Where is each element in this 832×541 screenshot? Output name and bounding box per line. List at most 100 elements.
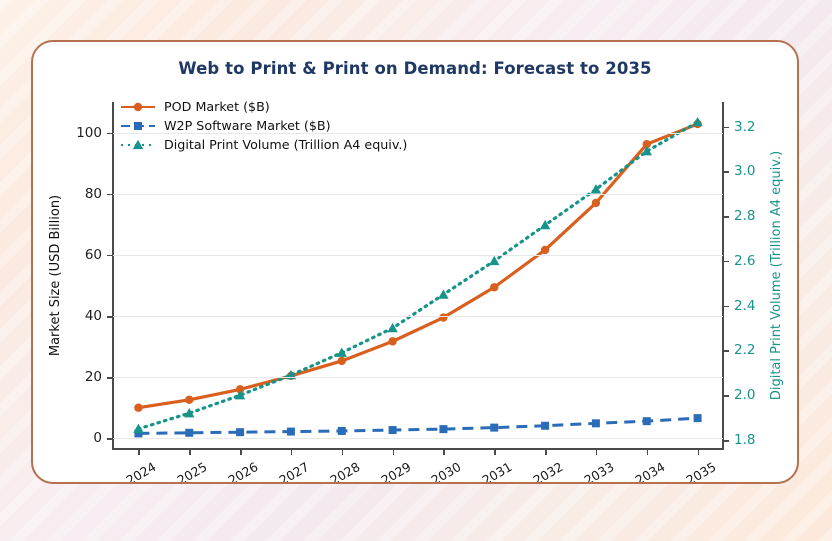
x-axis-tick-label: 2024	[123, 459, 159, 484]
y-axis-left-tick-label: 60	[84, 246, 102, 263]
legend-item[interactable]: W2P Software Market ($B)	[121, 116, 407, 135]
data-point-marker	[133, 102, 143, 111]
y-axis-right-tick	[724, 260, 729, 263]
x-axis-tick	[443, 449, 445, 455]
data-point-marker	[642, 417, 651, 426]
data-point-marker	[185, 395, 194, 404]
legend-swatch	[121, 100, 155, 114]
x-axis-tick	[595, 449, 598, 455]
x-axis-tick	[697, 449, 700, 455]
y-axis-left-tick-label: 80	[84, 185, 102, 202]
data-point-marker	[133, 423, 144, 434]
chart-legend: POD Market ($B) W2P Software Market ($B) D…	[121, 97, 407, 154]
data-point-marker	[286, 427, 295, 436]
series-line	[138, 122, 699, 410]
data-point-marker	[490, 283, 499, 292]
data-point-marker	[439, 425, 448, 434]
data-point-marker	[235, 385, 245, 394]
y-axis-right-tick-label: 3.0	[734, 163, 756, 180]
legend-swatch	[121, 119, 155, 133]
legend-marker-circle-icon	[133, 102, 143, 111]
y-axis-right-tick-label: 1.8	[734, 432, 756, 449]
y-axis-left-tick	[107, 438, 112, 440]
x-axis-tick	[189, 449, 191, 455]
data-point-marker	[540, 245, 550, 255]
x-axis-tick-label: 2029	[378, 459, 414, 484]
y-axis-left-tick	[107, 377, 112, 379]
y-axis-left-title: Market Size (USD Billion)	[46, 102, 66, 449]
y-axis-right-tick-label: 2.8	[734, 208, 756, 225]
data-point-marker	[692, 116, 703, 127]
data-point-marker	[337, 426, 346, 435]
x-axis-tick	[138, 449, 140, 455]
series-line	[136, 120, 700, 431]
legend-label: W2P Software Market ($B)	[164, 118, 331, 133]
x-axis-tick-label: 2033	[581, 459, 617, 484]
legend-label: POD Market ($B)	[164, 99, 270, 114]
data-point-marker	[388, 426, 397, 435]
data-point-marker	[134, 403, 143, 412]
data-point-marker	[539, 219, 551, 230]
data-point-marker	[591, 419, 600, 428]
data-point-marker	[439, 313, 448, 322]
data-point-marker	[489, 255, 500, 266]
gridline	[113, 193, 723, 195]
x-axis-tick-label: 2027	[276, 459, 312, 484]
y-axis-right-tick-label: 2.6	[734, 252, 756, 269]
y-axis-right-tick	[724, 126, 729, 129]
data-point-marker	[336, 347, 347, 357]
y-axis-left-tick-label: 20	[84, 369, 102, 386]
legend-label: Digital Print Volume (Trillion A4 equiv.…	[164, 137, 408, 152]
y-axis-left-tick-label: 100	[76, 124, 102, 141]
x-axis-tick	[341, 449, 344, 455]
y-axis-left-tick-label: 0	[93, 430, 102, 447]
data-point-marker	[134, 121, 142, 130]
x-axis-tick	[240, 449, 242, 455]
x-axis-tick	[392, 449, 395, 455]
x-axis-tick-label: 2026	[225, 459, 261, 484]
data-point-marker	[541, 421, 550, 430]
data-point-marker	[285, 369, 297, 380]
gridline	[113, 316, 723, 317]
data-point-marker	[134, 429, 143, 438]
data-point-marker	[185, 428, 194, 437]
legend-item[interactable]: POD Market ($B)	[121, 97, 407, 116]
x-axis-tick-label: 2031	[479, 459, 515, 484]
left-axis-spine	[112, 102, 114, 449]
gridline	[113, 132, 723, 134]
y-axis-right-tick	[724, 216, 729, 218]
gridline	[113, 377, 723, 379]
legend-item[interactable]: Digital Print Volume (Trillion A4 equiv.…	[121, 135, 407, 154]
y-axis-right-title: Digital Print Volume (Trillion A4 equiv.…	[767, 102, 787, 449]
series-3	[133, 116, 703, 434]
plot-area: 0 20 40 60 80 100 1.8 2.0 2.2 2.4 2.6 2.8 3.0 3.2 20…	[76, 102, 755, 482]
series-2	[134, 414, 702, 438]
data-point-marker	[641, 146, 652, 156]
chart-card: Web to Print & Print on Demand: Forecast…	[31, 40, 799, 484]
y-axis-right-tick-label: 3.2	[734, 118, 756, 135]
data-point-marker	[642, 139, 651, 149]
data-point-marker	[388, 337, 397, 346]
y-axis-left-tick	[107, 254, 112, 257]
data-point-marker	[590, 184, 602, 194]
series-1	[134, 119, 702, 412]
data-point-marker	[387, 322, 398, 333]
y-axis-left-title-text: Market Size (USD Billion)	[48, 194, 64, 357]
series-line	[138, 416, 698, 435]
x-axis-tick-label: 2030	[428, 459, 464, 484]
data-point-marker	[234, 390, 246, 400]
data-point-marker	[490, 423, 499, 432]
y-axis-right-tick	[724, 171, 729, 173]
x-axis-tick-label: 2032	[530, 459, 566, 484]
y-axis-right-tick-label: 2.2	[734, 342, 756, 359]
y-axis-right-title-text: Digital Print Volume (Trillion A4 equiv.…	[769, 150, 785, 401]
data-point-marker	[591, 198, 601, 208]
x-axis-tick-label: 2025	[174, 459, 210, 484]
x-axis-tick-label: 2035	[683, 459, 719, 484]
data-point-marker	[132, 139, 144, 149]
legend-marker-square-icon	[134, 121, 142, 130]
y-axis-left-tick	[107, 132, 112, 135]
chart-title: Web to Print & Print on Demand: Forecast…	[178, 59, 652, 78]
y-axis-right-tick	[724, 440, 729, 442]
